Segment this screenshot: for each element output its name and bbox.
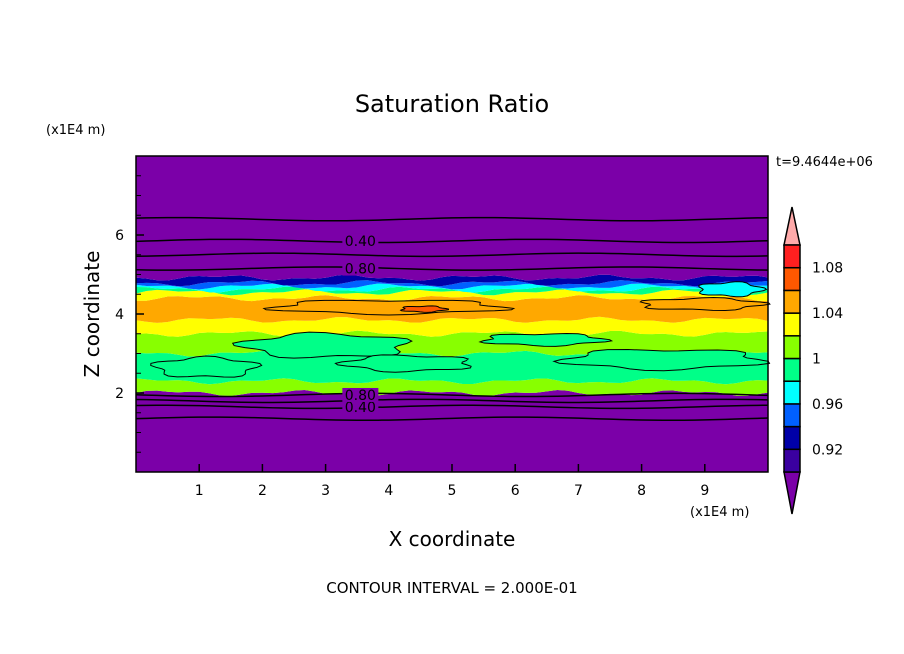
contour-line [135, 216, 769, 222]
contour-lines: 0.400.800.800.40 [135, 216, 769, 422]
colorbar-swatch [783, 425, 801, 451]
colorbar-tick-label: 1 [812, 352, 821, 368]
band [136, 283, 768, 293]
colorbar-swatch [783, 244, 801, 269]
plot-area [136, 156, 771, 472]
band [136, 286, 768, 296]
y-unit-label: (x1E4 m) [46, 123, 105, 138]
x-unit-label: (x1E4 m) [690, 505, 749, 520]
colorbar-swatch [783, 448, 801, 473]
contour-label-bg [342, 399, 379, 414]
contour-line [135, 392, 769, 398]
patch [639, 296, 771, 312]
colorbar-swatch [783, 312, 801, 337]
contour-line [135, 252, 769, 258]
colorbar-swatch [783, 335, 801, 360]
x-tick-label: 9 [700, 483, 709, 499]
contour-line [135, 404, 769, 410]
band [136, 378, 768, 397]
x-axis: 1 2 3 4 5 6 7 8 9 [195, 464, 709, 499]
colorbar-tick-label: 1.04 [812, 306, 843, 322]
contour-interval-footer: CONTOUR INTERVAL = 2.000E-01 [326, 579, 577, 597]
colorbar-under-triangle [783, 471, 801, 515]
colorbar-tick-label: 0.96 [812, 397, 843, 413]
patch [334, 354, 472, 373]
contour-line [135, 266, 769, 271]
y-tick-label: 2 [115, 386, 124, 402]
x-tick-label: 1 [195, 483, 204, 499]
colorbar-swatch [783, 380, 801, 405]
contour-label: 0.40 [345, 400, 376, 416]
time-label: t=9.4644e+06 [776, 155, 873, 170]
contour-line [135, 238, 769, 244]
contour-label-bg [342, 387, 379, 402]
x-tick-label: 3 [321, 483, 330, 499]
contour-label: 0.40 [345, 234, 376, 250]
x-tick-label: 6 [511, 483, 520, 499]
y-tick-label: 6 [115, 228, 124, 244]
band [136, 316, 768, 337]
patch [698, 281, 768, 298]
x-tick-label: 8 [637, 483, 646, 499]
colorbar-swatch [783, 289, 801, 314]
x-tick-label: 4 [384, 483, 393, 499]
x-tick-label: 2 [258, 483, 267, 499]
contour-line [135, 416, 769, 422]
chart-title: Saturation Ratio [355, 90, 549, 118]
contour-label: 0.80 [345, 388, 376, 404]
band [136, 390, 768, 472]
y-tick-label: 4 [115, 307, 124, 323]
patch [231, 331, 413, 359]
colorbar-tick-label: 0.92 [812, 442, 843, 458]
colorbar-swatch [783, 403, 801, 428]
y-axis: 2 4 6 [115, 175, 144, 453]
patch [150, 355, 263, 378]
contour-label-bg [342, 233, 379, 248]
band [136, 274, 768, 287]
contour-label-bg [342, 261, 379, 276]
colorbar-tick-label: 1.08 [812, 261, 843, 277]
band [136, 289, 768, 302]
y-axis-label: Z coordinate [80, 251, 104, 378]
colorbar-swatch [783, 266, 801, 292]
x-tick-label: 7 [574, 483, 583, 499]
patch [478, 332, 614, 347]
contour-label: 0.80 [345, 262, 376, 278]
colorbar-swatch [783, 357, 801, 382]
x-axis-label: X coordinate [389, 527, 516, 551]
x-tick-label: 5 [448, 483, 457, 499]
band [136, 280, 768, 290]
colorbar-over-triangle [783, 206, 801, 246]
patch [399, 305, 449, 313]
patch [552, 349, 771, 372]
contour-line [135, 398, 769, 404]
patch [262, 299, 516, 316]
colorbar: 0.92 0.96 1 1.04 1.08 [783, 206, 843, 515]
